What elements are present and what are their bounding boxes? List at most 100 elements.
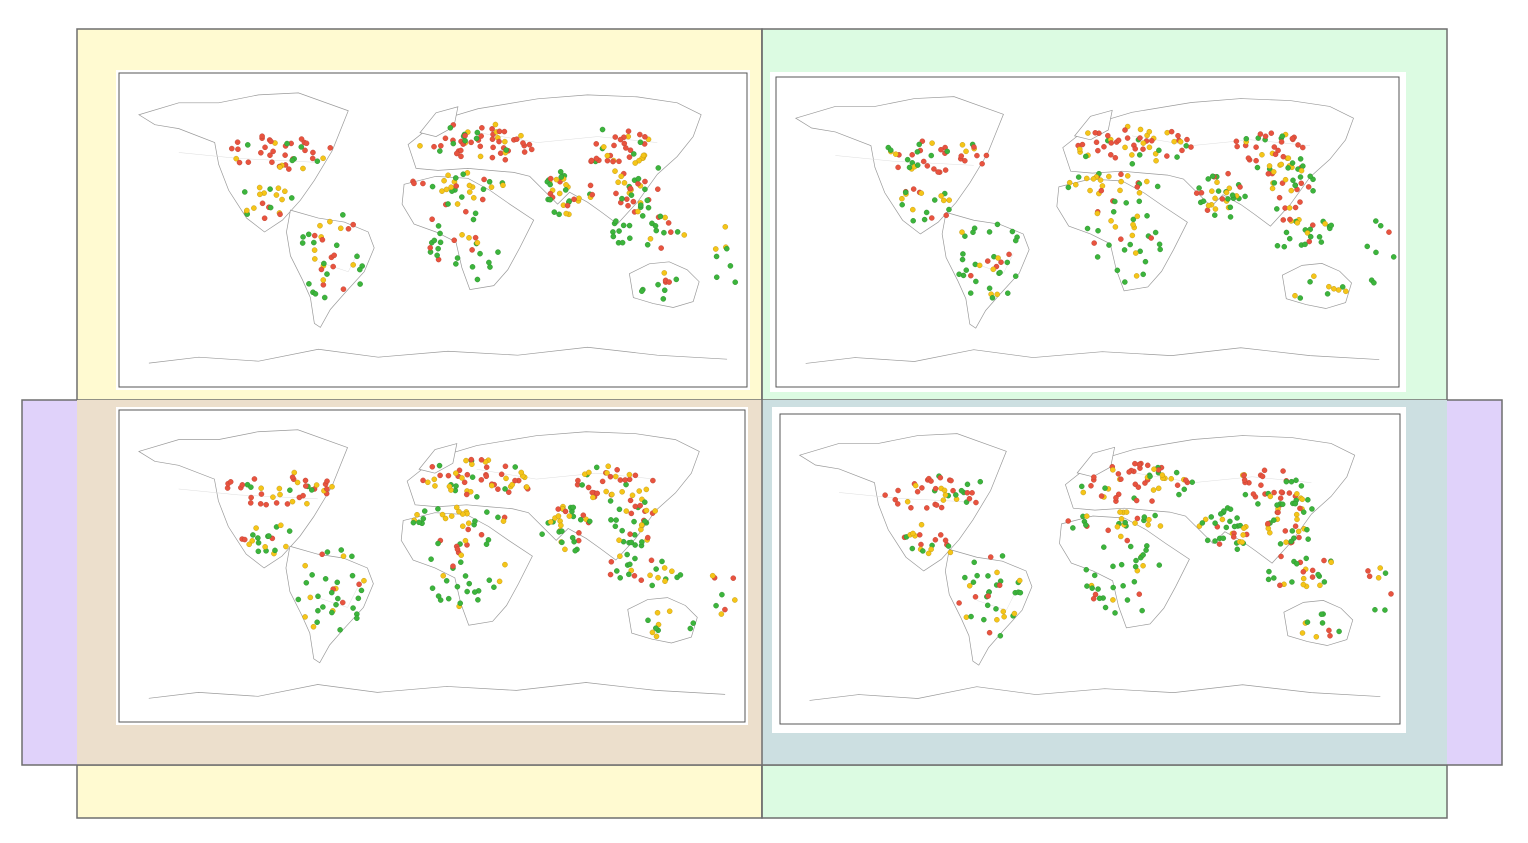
site-dot [1294,561,1300,567]
site-dot [1085,130,1091,136]
site-dot [986,229,993,235]
site-dot [495,514,501,521]
site-dot [460,523,466,529]
site-dot [638,526,644,533]
site-dot [645,617,651,624]
site-dot [463,457,469,464]
site-dot [555,506,562,512]
site-dot [917,532,923,538]
site-dot [713,274,720,281]
site-dot [575,477,581,484]
site-dot [446,483,453,490]
site-dot [1092,130,1099,136]
site-dot [328,589,335,596]
site-dot [469,264,476,270]
site-dot [307,594,314,601]
site-dot [500,518,507,524]
site-dot [320,155,326,162]
site-dot [1094,254,1101,260]
site-dot [650,477,656,484]
site-dot [899,201,905,208]
site-dot [1097,177,1104,183]
site-dot [233,155,239,162]
site-dot [932,485,939,492]
site-dot [339,599,346,606]
site-dot [1286,235,1293,242]
site-dot [1212,206,1219,212]
site-dot [942,492,949,498]
site-dot [730,575,737,581]
site-dot [1083,566,1090,573]
site-dot [643,507,650,514]
site-dot [968,272,974,279]
site-dot [1390,254,1397,260]
site-dot [551,209,558,215]
site-dot [1279,180,1286,186]
site-dot [1307,233,1314,240]
site-dot [306,281,312,287]
site-dot [608,517,614,523]
site-dot [303,483,309,489]
site-dot [1282,176,1289,183]
site-dot [924,163,931,169]
site-dot [429,464,436,470]
site-dot [1219,196,1226,202]
site-dot [1129,161,1136,167]
site-dot [461,479,468,486]
site-dot [722,224,729,230]
site-dot [997,633,1004,639]
site-dot [303,580,310,586]
site-dot [1118,516,1125,522]
site-dot [258,149,264,156]
site-dot [469,474,476,480]
site-dot [1126,469,1132,475]
site-dot [453,470,459,476]
site-dot [620,222,627,229]
site-dot [321,294,328,301]
site-dot [495,249,501,255]
site-dot [958,487,965,494]
site-dot [291,469,298,476]
site-dot [1366,573,1373,580]
site-dot [1276,194,1283,201]
site-dot [241,536,248,543]
site-dot [1174,482,1181,488]
site-dot [1292,500,1299,507]
site-dot [1080,489,1087,496]
site-dot [329,609,335,616]
site-dot [1122,144,1128,151]
site-dot [1283,478,1290,485]
site-dot [420,515,427,522]
site-dot [298,144,305,150]
site-dot [1152,229,1159,236]
site-dot [282,188,288,195]
site-dot [245,159,252,166]
site-dot [478,133,484,139]
site-dot [319,237,326,243]
site-dot [642,499,648,505]
site-dot [661,565,668,571]
site-dot [1322,221,1328,227]
site-dot [417,143,423,149]
site-dot [1304,619,1311,625]
site-dot [465,526,471,533]
site-dot [1173,469,1180,476]
site-dot [503,475,509,482]
site-dot [1326,627,1332,634]
site-dot [445,201,451,207]
site-dot [1277,495,1284,501]
site-dot [562,508,569,515]
site-dot [459,194,465,200]
site-dot [1205,176,1212,182]
site-dot [1181,486,1188,493]
site-dot [1286,490,1293,496]
site-dot [1328,559,1334,566]
site-dot [263,501,269,508]
site-dot [1156,562,1163,568]
site-dot [1227,204,1234,211]
site-dot [490,144,496,151]
site-dot [586,518,593,525]
site-dot [491,584,497,590]
site-dot [1220,535,1227,542]
site-dot [1079,483,1085,490]
